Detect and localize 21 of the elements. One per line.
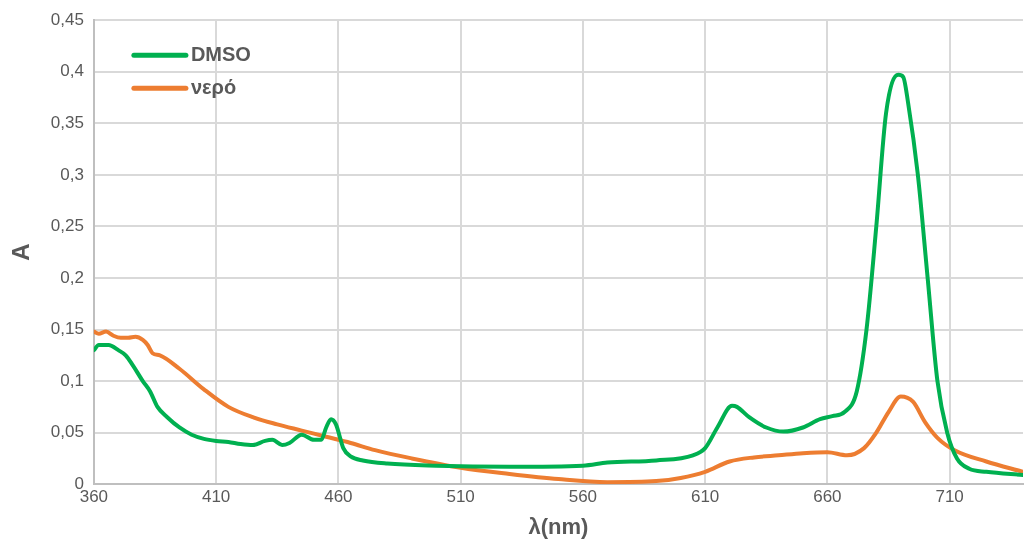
y-tick-label: 0,25 bbox=[50, 216, 84, 236]
y-tick-label: 0,4 bbox=[60, 61, 84, 81]
x-tick-label: 560 bbox=[568, 487, 598, 507]
x-tick-label: 460 bbox=[324, 487, 353, 507]
legend-label: νερό bbox=[190, 75, 237, 98]
y-tick-label: 0,45 bbox=[50, 9, 84, 29]
x-axis-title: λ(nm) bbox=[528, 513, 589, 539]
y-axis-title: A bbox=[7, 243, 35, 261]
x-tick-label: 610 bbox=[690, 487, 720, 507]
y-tick-label: 0,15 bbox=[50, 319, 84, 339]
y-tick-label: 0,05 bbox=[50, 422, 84, 442]
y-tick-label: 0,35 bbox=[50, 113, 84, 132]
x-tick-label: 510 bbox=[446, 487, 475, 507]
x-tick-label: 660 bbox=[813, 487, 842, 507]
y-tick-label: 0,2 bbox=[60, 267, 84, 287]
line-series bbox=[93, 72, 1023, 477]
legend-label: DMSO bbox=[190, 42, 251, 65]
y-tick-label: 0,3 bbox=[60, 164, 84, 184]
y-tick-label: 0,1 bbox=[60, 370, 84, 390]
x-tick-label: 710 bbox=[935, 487, 964, 507]
x-tick-label: 410 bbox=[201, 487, 231, 507]
